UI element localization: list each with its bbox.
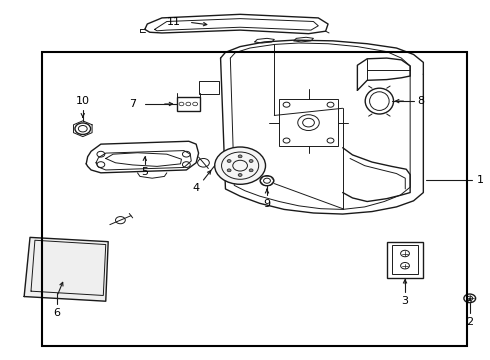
Circle shape — [249, 159, 253, 162]
Circle shape — [238, 174, 242, 176]
Circle shape — [227, 159, 231, 162]
Text: 9: 9 — [264, 199, 270, 209]
Text: 6: 6 — [53, 308, 60, 318]
Text: 5: 5 — [141, 167, 148, 177]
Text: 1: 1 — [477, 175, 484, 185]
Bar — [42, 51, 467, 346]
Circle shape — [249, 169, 253, 172]
Text: 2: 2 — [466, 317, 473, 327]
Polygon shape — [24, 237, 108, 301]
Text: 10: 10 — [76, 96, 90, 107]
Text: 3: 3 — [401, 296, 409, 306]
Bar — [392, 245, 418, 274]
Bar — [279, 99, 338, 146]
Bar — [387, 242, 423, 278]
Circle shape — [238, 155, 242, 158]
Text: 7: 7 — [129, 99, 137, 109]
Bar — [176, 97, 200, 111]
Circle shape — [227, 169, 231, 172]
Text: 11: 11 — [167, 17, 180, 27]
Text: 4: 4 — [193, 183, 200, 193]
Bar — [198, 81, 219, 94]
Text: 8: 8 — [417, 96, 424, 106]
Circle shape — [215, 147, 266, 184]
